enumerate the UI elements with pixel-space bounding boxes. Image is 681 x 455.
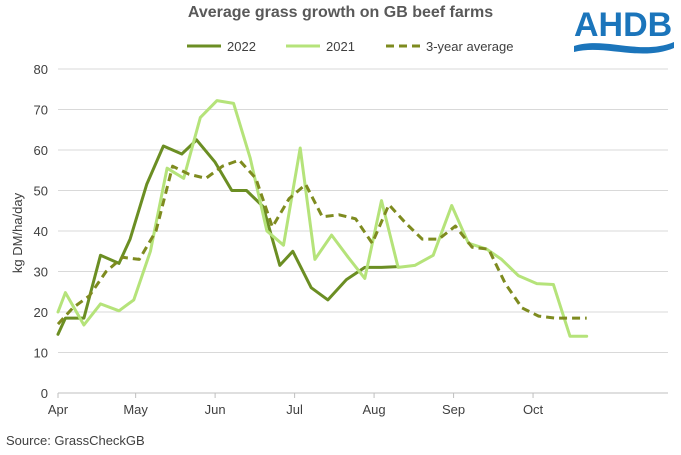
x-tick-label: Oct: [523, 402, 544, 417]
x-tick-label: Sep: [442, 402, 465, 417]
x-tick-label: Jul: [286, 402, 303, 417]
y-tick-label: 80: [34, 62, 48, 77]
logo-wave: [574, 42, 674, 54]
legend-label: 3-year average: [426, 39, 513, 54]
axes: 0 10 20 30 40 50 60 70 80 Apr May Jun Jul Aug Sep Oct: [34, 62, 668, 417]
legend-label: 2022: [227, 39, 256, 54]
series-line-2021: [56, 99, 589, 338]
x-tick-label: Apr: [48, 402, 69, 417]
x-tick-label: Aug: [363, 402, 386, 417]
y-axis-label: kg DM/ha/day: [10, 192, 25, 273]
x-tick-label: May: [123, 402, 148, 417]
logo-text: AHDB: [574, 6, 672, 44]
series-line-2022: [56, 138, 400, 336]
y-tick-label: 50: [34, 184, 48, 199]
gridlines: [58, 68, 668, 353]
y-tick-label: 0: [41, 386, 48, 401]
series-line-3-year-average: [56, 158, 587, 326]
legend-label: 2021: [326, 39, 355, 54]
x-tick-label: Jun: [205, 402, 226, 417]
ahdb-logo: AHDB: [574, 6, 674, 54]
source-label: Source: GrassCheckGB: [6, 433, 145, 448]
y-tick-label: 30: [34, 265, 48, 280]
series-lines: [56, 99, 589, 338]
chart-title: Average grass growth on GB beef farms: [187, 4, 494, 21]
y-tick-label: 60: [34, 143, 48, 158]
y-tick-label: 10: [34, 346, 48, 361]
y-tick-label: 40: [34, 224, 48, 239]
legend: 2022 2021 3-year average: [187, 39, 513, 54]
y-tick-label: 20: [34, 305, 48, 320]
y-tick-label: 70: [34, 103, 48, 118]
